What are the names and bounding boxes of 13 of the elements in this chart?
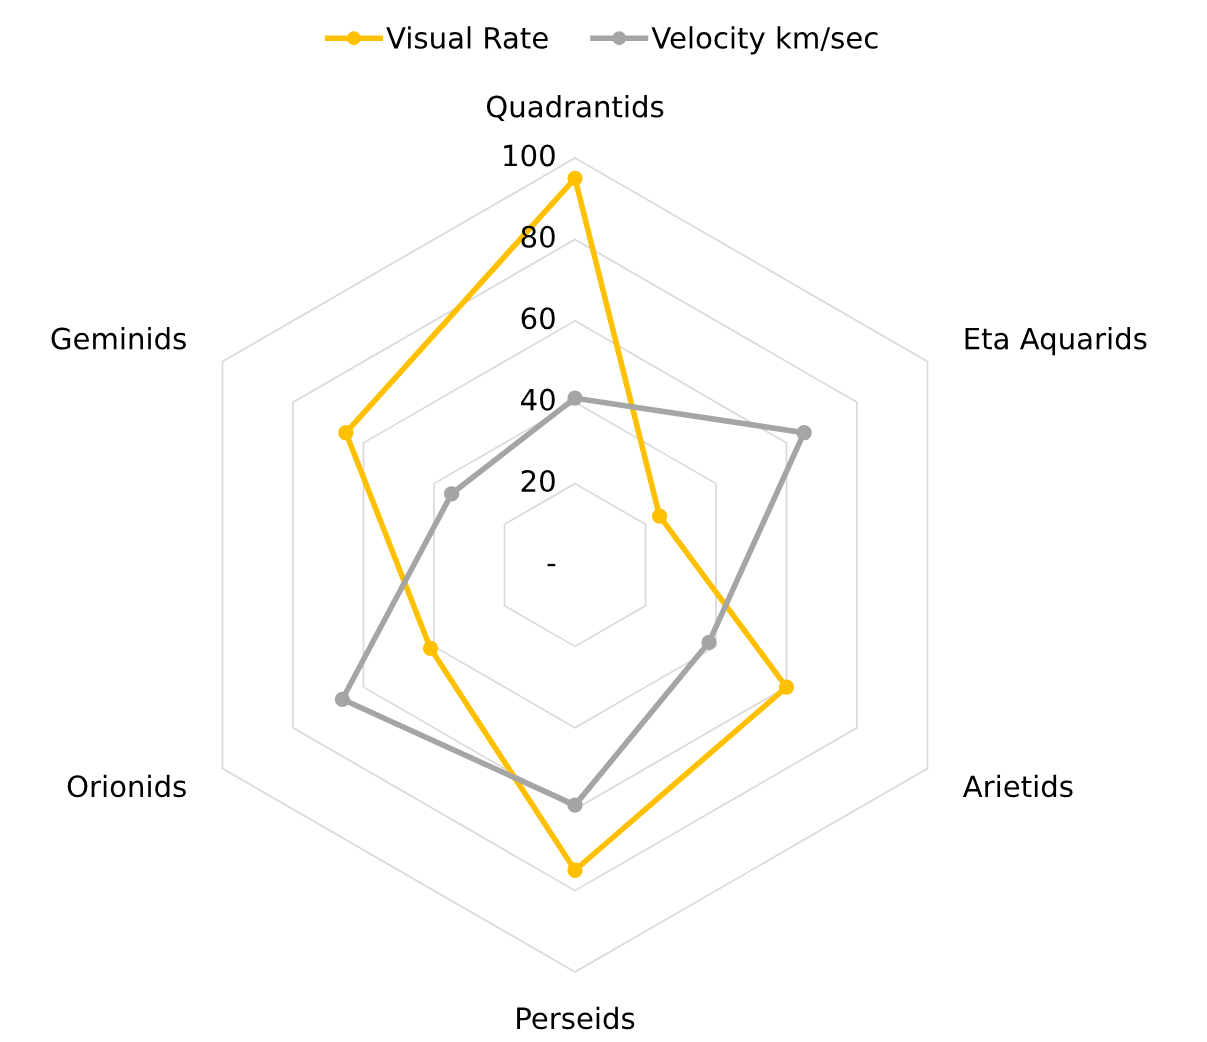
y-tick-label: - (547, 563, 556, 567)
spoke-label: Arietids (962, 774, 1073, 798)
y-tick-label: 20 (521, 470, 555, 493)
legend-label: Velocity km/sec (651, 26, 878, 55)
legend-label: Visual Rate (386, 26, 548, 49)
y-tick-label: 40 (521, 388, 555, 411)
spoke-label: Eta Aquarids (965, 327, 1147, 356)
y-tick-label: 100 (504, 144, 555, 167)
y-tick-label: 60 (521, 307, 555, 330)
spoke-label: Perseids (517, 1006, 635, 1030)
spoke-label: Geminids (51, 327, 186, 350)
spoke-label: Quadrantids (486, 95, 664, 121)
spoke-label: Orionids (67, 774, 186, 798)
